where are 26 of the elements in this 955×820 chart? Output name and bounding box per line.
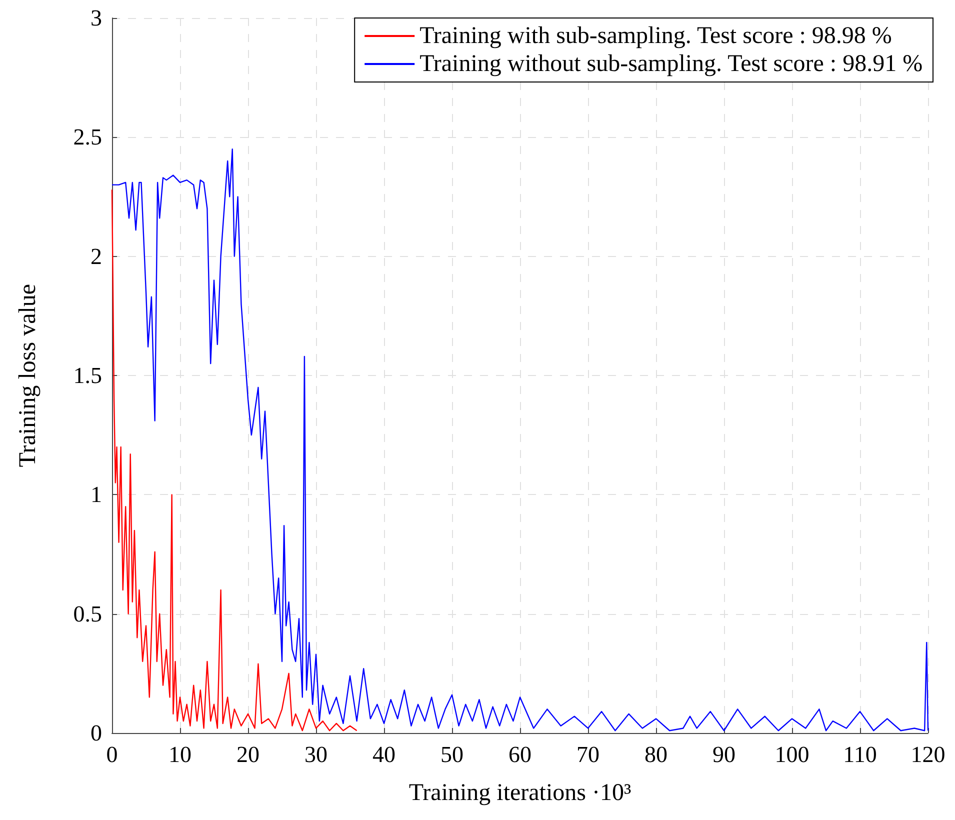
x-axis-title: Training iterations ·10³ — [408, 780, 632, 806]
line-series — [111, 189, 358, 732]
x-tick-label: 20 — [236, 742, 260, 767]
x-tick-label: 0 — [106, 742, 118, 767]
y-tick-label: 2.5 — [73, 124, 102, 150]
y-tick-label: 2 — [90, 244, 102, 269]
y-tick-label: 1 — [90, 482, 102, 508]
legend-label: Training without sub-sampling. Test score : 98.91 % — [420, 51, 923, 77]
x-tick-label: 110 — [843, 742, 877, 767]
y-tick-label: 3 — [90, 6, 102, 30]
legend-label: Training with sub-sampling. Test score : 98.98 % — [420, 23, 892, 49]
x-tick-label: 80 — [644, 742, 668, 767]
y-axis-title: Training loss value — [15, 284, 41, 468]
x-tick-label: 90 — [712, 742, 736, 767]
y-tick-label: 1.5 — [73, 363, 102, 388]
x-tick-label: 70 — [576, 742, 600, 767]
y-tick-label: 0 — [90, 720, 102, 746]
line-series — [111, 148, 929, 732]
x-tick-label: 120 — [910, 742, 946, 767]
x-tick-label: 100 — [774, 742, 810, 767]
x-tick-label: 40 — [372, 742, 396, 767]
x-tick-label: 10 — [168, 742, 192, 767]
x-tick-label: 50 — [440, 742, 464, 767]
x-tick-label: 60 — [508, 742, 532, 767]
y-tick-label: 0.5 — [73, 601, 102, 626]
x-tick-label: 30 — [304, 742, 328, 767]
